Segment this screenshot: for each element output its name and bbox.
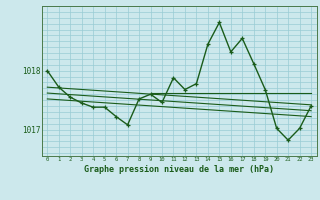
X-axis label: Graphe pression niveau de la mer (hPa): Graphe pression niveau de la mer (hPa) — [84, 165, 274, 174]
